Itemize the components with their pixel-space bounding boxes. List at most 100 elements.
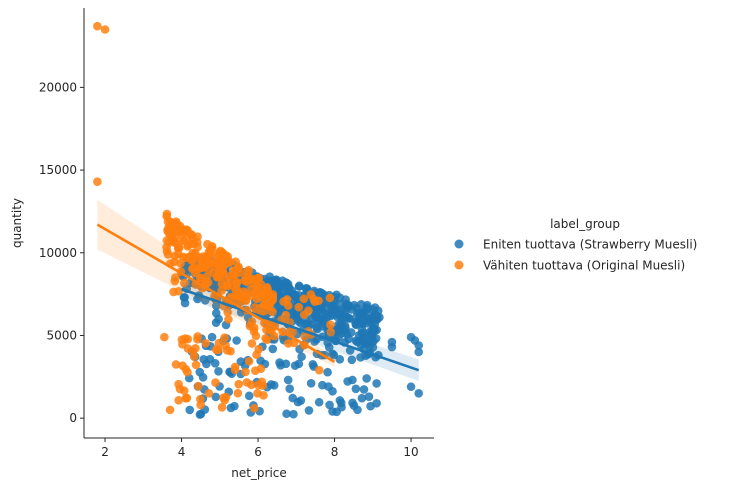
x-axis-label: net_price	[231, 466, 287, 480]
data-point	[191, 360, 201, 370]
data-point	[193, 242, 202, 252]
data-point	[306, 378, 316, 388]
data-point	[229, 274, 239, 284]
data-point	[360, 334, 370, 344]
x-axis-ticks: 2 4 6 8 10	[101, 438, 419, 459]
data-point	[332, 290, 341, 300]
confidence-band	[97, 199, 335, 367]
plot-area	[93, 21, 423, 419]
data-point	[414, 347, 423, 357]
data-point	[351, 384, 361, 394]
data-point	[226, 403, 236, 413]
data-point	[335, 355, 345, 364]
y-axis-ticks: 0 5000 10000 15000 20000	[39, 80, 84, 425]
data-point	[332, 312, 342, 322]
data-point	[325, 400, 334, 410]
x-tick-label: 2	[101, 445, 109, 459]
data-point	[314, 306, 324, 315]
data-point	[300, 331, 310, 341]
data-point	[212, 272, 222, 282]
data-point	[247, 339, 257, 348]
data-point	[196, 400, 205, 410]
data-point	[220, 333, 229, 342]
data-point	[232, 284, 242, 294]
data-point	[259, 301, 269, 311]
data-point	[351, 336, 361, 345]
data-point	[302, 319, 312, 329]
data-point	[253, 380, 263, 390]
data-point	[341, 312, 350, 321]
data-point	[194, 381, 203, 391]
data-point	[282, 409, 291, 419]
data-point	[171, 360, 181, 369]
data-point	[356, 314, 366, 323]
data-point	[234, 291, 244, 300]
legend-title: label_group	[550, 217, 620, 231]
data-point	[268, 290, 278, 299]
data-point	[227, 292, 237, 302]
data-point	[162, 242, 171, 252]
data-point	[217, 279, 227, 289]
data-point	[325, 293, 335, 303]
series-original-points	[93, 21, 336, 415]
data-point	[234, 264, 243, 273]
data-point	[196, 263, 206, 273]
data-point	[253, 388, 262, 398]
data-point	[362, 374, 371, 383]
data-point	[285, 384, 295, 393]
data-point	[266, 297, 276, 306]
data-point	[232, 336, 241, 345]
data-point	[241, 367, 250, 377]
data-point	[329, 302, 338, 311]
data-point	[160, 332, 169, 342]
data-point	[293, 397, 303, 407]
data-point	[165, 405, 175, 415]
data-point	[93, 21, 102, 31]
data-point	[326, 308, 335, 318]
data-point	[357, 393, 367, 403]
data-point	[175, 384, 185, 394]
data-point	[178, 361, 187, 370]
regression-lines	[96, 223, 420, 372]
data-point	[314, 397, 324, 407]
data-point	[328, 387, 337, 396]
legend: label_group Eniten tuottava (Strawberry …	[454, 217, 697, 273]
data-point	[294, 302, 304, 312]
data-point	[231, 257, 241, 266]
data-point	[210, 262, 220, 271]
data-point	[188, 248, 198, 258]
data-point	[299, 310, 309, 319]
data-point	[284, 339, 293, 348]
data-point	[212, 253, 222, 262]
data-point	[249, 403, 259, 413]
data-point	[372, 398, 381, 408]
data-point	[336, 320, 345, 329]
data-point	[272, 275, 281, 285]
data-point	[362, 303, 371, 312]
data-point	[328, 407, 337, 416]
data-point	[93, 177, 102, 186]
data-point	[406, 382, 416, 392]
data-point	[219, 393, 228, 402]
data-point	[414, 341, 423, 350]
data-point	[254, 273, 264, 283]
data-point	[310, 297, 320, 307]
data-point	[269, 331, 279, 341]
data-point	[188, 264, 197, 274]
y-tick-label: 15000	[39, 163, 77, 177]
data-point	[347, 355, 357, 365]
data-point	[314, 365, 324, 375]
data-point	[175, 223, 185, 233]
data-point	[299, 294, 309, 304]
data-point	[174, 286, 183, 296]
data-point	[204, 389, 214, 398]
data-point	[294, 281, 304, 291]
data-point	[214, 338, 224, 348]
data-point	[211, 301, 221, 311]
data-point	[200, 276, 210, 286]
data-point	[353, 405, 362, 415]
data-point	[210, 359, 220, 368]
data-point	[224, 315, 233, 324]
data-point	[250, 303, 260, 312]
data-point	[283, 375, 293, 385]
